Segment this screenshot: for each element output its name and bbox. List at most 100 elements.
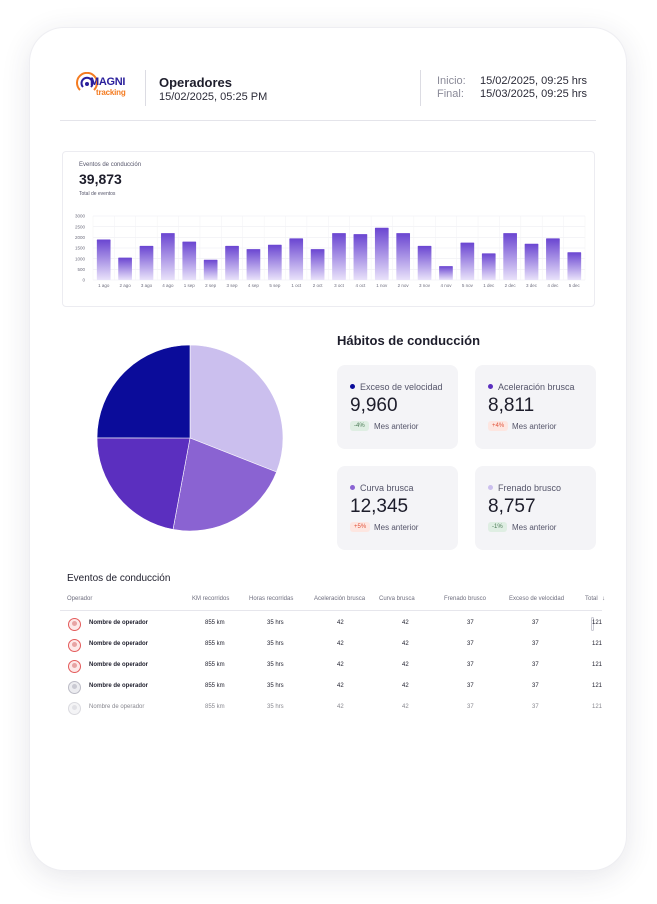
braking-cell: 37 [467, 683, 474, 689]
x-tick-label: 4 dec [547, 283, 559, 288]
pie-slice[interactable] [172, 437, 277, 532]
bar[interactable] [96, 239, 111, 280]
x-tick-label: 3 ago [141, 283, 153, 288]
column-header-curve[interactable]: Curva brusca [379, 596, 415, 602]
page-title: Operadores [159, 75, 232, 90]
column-header-total[interactable]: Total [585, 596, 598, 602]
kpi-card-acceleration[interactable]: Aceleración brusca 8,811 +4% Mes anterio… [475, 365, 596, 449]
column-header-speeding[interactable]: Exceso de velocidad [509, 596, 565, 602]
kpi-comparison: Mes anterior [512, 523, 557, 532]
column-header-hours[interactable]: Horas recorridas [249, 596, 294, 602]
bar[interactable] [503, 233, 517, 280]
hours-cell: 35 hrs [267, 641, 284, 647]
x-tick-label: 3 oct [334, 283, 345, 288]
y-tick-label: 1500 [75, 246, 86, 251]
operator-name[interactable]: Nombre de operador [89, 683, 149, 689]
signal-logo-icon [76, 72, 98, 91]
bar[interactable] [161, 233, 175, 280]
kpi-card-braking[interactable]: Frenado brusco 8,757 -1% Mes anterior [475, 466, 596, 550]
legend-dot [488, 485, 493, 490]
speeding-cell: 37 [532, 683, 539, 689]
x-tick-label: 2 sep [205, 283, 217, 288]
x-tick-label: 3 sep [227, 283, 239, 288]
hours-cell: 35 hrs [267, 620, 284, 626]
x-tick-label: 2 nov [398, 283, 410, 288]
bar[interactable] [203, 259, 218, 280]
x-tick-label: 5 nov [462, 283, 474, 288]
header-divider [420, 70, 421, 106]
kpi-label: Frenado brusco [498, 483, 562, 493]
brand-logo[interactable]: MAGNI tracking [76, 70, 134, 104]
habits-title: Hábitos de conducción [337, 333, 481, 348]
acceleration-cell: 42 [337, 704, 344, 710]
hours-cell: 35 hrs [267, 662, 284, 668]
bar[interactable] [417, 245, 432, 280]
bar[interactable] [139, 245, 154, 280]
change-badge: +5% [350, 522, 371, 532]
bar[interactable] [396, 233, 411, 280]
operator-name[interactable]: Nombre de operador [89, 641, 149, 647]
column-header-operator[interactable]: Operador [67, 596, 93, 602]
bar[interactable] [460, 242, 475, 280]
bar[interactable] [481, 253, 496, 280]
bar[interactable] [353, 234, 368, 280]
start-label: Inicio: [437, 75, 466, 87]
bar[interactable] [374, 227, 389, 280]
avatar-icon [68, 681, 81, 694]
kpi-label: Curva brusca [360, 483, 414, 493]
total-cell: 121 [592, 641, 603, 647]
x-tick-label: 2 oct [313, 283, 324, 288]
header-separator [60, 120, 596, 121]
table-scrollbar[interactable] [591, 617, 594, 631]
bar[interactable] [225, 245, 239, 280]
table-title: Eventos de conducción [67, 573, 171, 584]
avatar-icon [68, 702, 81, 715]
table-row[interactable]: Nombre de operador 855 km 35 hrs 42 42 3… [60, 659, 602, 680]
bar[interactable] [567, 252, 582, 280]
sort-desc-icon[interactable]: ↓ [602, 596, 605, 602]
column-header-km[interactable]: KM recorridos [192, 596, 230, 602]
y-tick-label: 2500 [75, 224, 86, 229]
bar[interactable] [332, 233, 346, 280]
tablet-frame: MAGNI tracking Operadores 15/02/2025, 05… [30, 28, 626, 870]
y-tick-label: 1000 [75, 256, 86, 261]
table-row[interactable]: Nombre de operador 855 km 35 hrs 42 42 3… [60, 617, 602, 638]
table-header: Operador KM recorridos Horas recorridas … [60, 596, 605, 611]
kpi-card-speeding[interactable]: Exceso de velocidad 9,960 -4% Mes anteri… [337, 365, 458, 449]
pie-slice[interactable] [96, 344, 191, 439]
braking-cell: 37 [467, 620, 474, 626]
column-header-acceleration[interactable]: Aceleración brusca [314, 596, 366, 602]
bar[interactable] [524, 243, 539, 280]
bar[interactable] [546, 238, 560, 280]
table-row[interactable]: Nombre de operador 855 km 35 hrs 42 42 3… [60, 638, 602, 659]
date-range-end: Final: 15/03/2025, 09:25 hrs [437, 88, 587, 100]
operator-name[interactable]: Nombre de operador [89, 704, 145, 710]
bar[interactable] [439, 266, 453, 280]
bar[interactable] [289, 238, 304, 280]
x-tick-label: 4 oct [356, 283, 367, 288]
table-row[interactable]: Nombre de operador 855 km 35 hrs 42 42 3… [60, 701, 602, 722]
bar[interactable] [182, 241, 197, 280]
change-badge: -4% [350, 421, 369, 431]
kpi-card-curve[interactable]: Curva brusca 12,345 +5% Mes anterior [337, 466, 458, 550]
kpi-comparison: Mes anterior [374, 422, 419, 431]
kpi-value: 8,757 [488, 496, 536, 517]
braking-cell: 37 [467, 662, 474, 668]
operator-name[interactable]: Nombre de operador [89, 662, 149, 668]
speeding-cell: 37 [532, 704, 539, 710]
table-row[interactable]: Nombre de operador 855 km 35 hrs 42 42 3… [60, 680, 602, 701]
operator-name[interactable]: Nombre de operador [89, 620, 149, 626]
pie-slice[interactable] [96, 437, 191, 530]
kpi-value: 8,811 [488, 395, 535, 416]
bar[interactable] [118, 257, 132, 280]
end-value: 15/03/2025, 09:25 hrs [480, 88, 588, 100]
x-tick-label: 4 nov [440, 283, 452, 288]
bar[interactable] [267, 244, 282, 280]
habits-pie-chart [96, 344, 284, 532]
pie-slice[interactable] [189, 344, 284, 473]
bar[interactable] [246, 249, 261, 280]
bar[interactable] [310, 249, 325, 280]
dashboard-screen: MAGNI tracking Operadores 15/02/2025, 05… [30, 28, 626, 870]
column-header-braking[interactable]: Frenado brusco [444, 596, 487, 602]
kpi-value: 12,345 [350, 496, 409, 517]
